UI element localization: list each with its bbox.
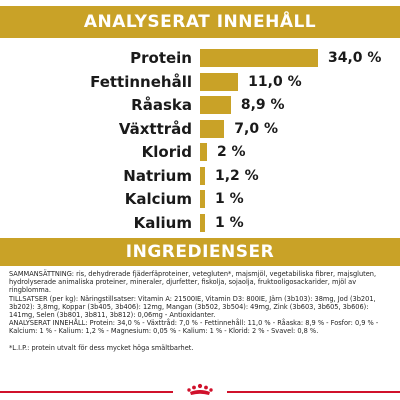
- nutrient-name: Natrium: [123, 166, 192, 185]
- nutrient-value: 11,0 %: [248, 73, 302, 90]
- nutrient-row: Kalium 1 %: [0, 211, 400, 235]
- nutrient-row: Råaska 8,9 %: [0, 93, 400, 117]
- ingredients-title: INGREDIENSER: [125, 242, 275, 262]
- nutrient-bar: [200, 190, 205, 208]
- nutrient-name: Protein: [130, 49, 192, 67]
- composition-text: SAMMANSÄTTNING: ris, dehydrerade fjäderf…: [9, 270, 377, 295]
- nutrient-bar: [200, 213, 205, 232]
- nutrient-value: 1,2 %: [215, 167, 259, 184]
- nutrient-row: Kalcium 1 %: [0, 187, 400, 211]
- nutrient-bar: [200, 166, 205, 185]
- nutrient-value: 8,9 %: [240, 97, 285, 113]
- analysis-text: ANALYSERAT INNEHÅLL: Protein: 34,0 % - V…: [9, 319, 379, 336]
- nutrient-bar: [200, 49, 318, 67]
- nutrient-name: Växttråd: [118, 119, 192, 138]
- brand-crown-logo: [173, 383, 227, 400]
- nutrient-bar-track: [200, 49, 318, 67]
- nutrient-name: Fettinnehåll: [90, 72, 192, 91]
- nutrient-value: 7,0 %: [234, 120, 278, 137]
- nutrient-name: Kalium: [133, 213, 192, 232]
- crown-icon: [187, 383, 213, 395]
- nutrient-row: Protein 34,0 %: [0, 46, 400, 70]
- nutrient-value: 1 %: [215, 191, 244, 207]
- analysis-title: ANALYSERAT INNEHÅLL: [83, 12, 317, 32]
- nutrient-row: Fettinnehåll 11,0 %: [0, 70, 400, 94]
- nutrient-bar: [200, 143, 207, 161]
- nutrient-name: Klorid: [141, 143, 192, 161]
- nutrient-value: 1 %: [215, 214, 244, 231]
- nutrient-bar-track: [200, 143, 318, 161]
- additives-text: TILLSATSER (per kg): Näringstillsatser: …: [9, 294, 376, 320]
- nutrient-value: 2 %: [216, 144, 246, 160]
- nutrient-bar-track: [200, 213, 318, 232]
- nutrient-bar-track: [200, 72, 318, 91]
- nutrient-value: 34,0 %: [328, 50, 382, 66]
- nutrient-bar-track: [200, 190, 318, 208]
- nutrient-bar-track: [200, 96, 318, 114]
- footnote-text: *L.I.P.: protein utvalt för dess mycket …: [9, 343, 194, 352]
- ingredients-header: INGREDIENSER: [0, 238, 400, 266]
- footer-divider: [0, 383, 400, 400]
- nutrient-name: Kalcium: [124, 190, 192, 208]
- nutrient-bar: [200, 119, 225, 138]
- nutrient-bar: [200, 72, 239, 91]
- nutrient-bar-track: [200, 166, 318, 185]
- nutrient-bar-track: [200, 119, 318, 138]
- nutrient-bar: [200, 96, 231, 114]
- nutrient-row: Växttråd 7,0 %: [0, 117, 400, 141]
- nutrient-row: Klorid 2 %: [0, 140, 400, 164]
- analysis-header: ANALYSERAT INNEHÅLL: [0, 6, 400, 38]
- nutrient-row: Natrium 1,2 %: [0, 164, 400, 188]
- nutrient-name: Råaska: [131, 96, 192, 114]
- ingredients-text: SAMMANSÄTTNING: ris, dehydrerade fjäderf…: [9, 270, 393, 352]
